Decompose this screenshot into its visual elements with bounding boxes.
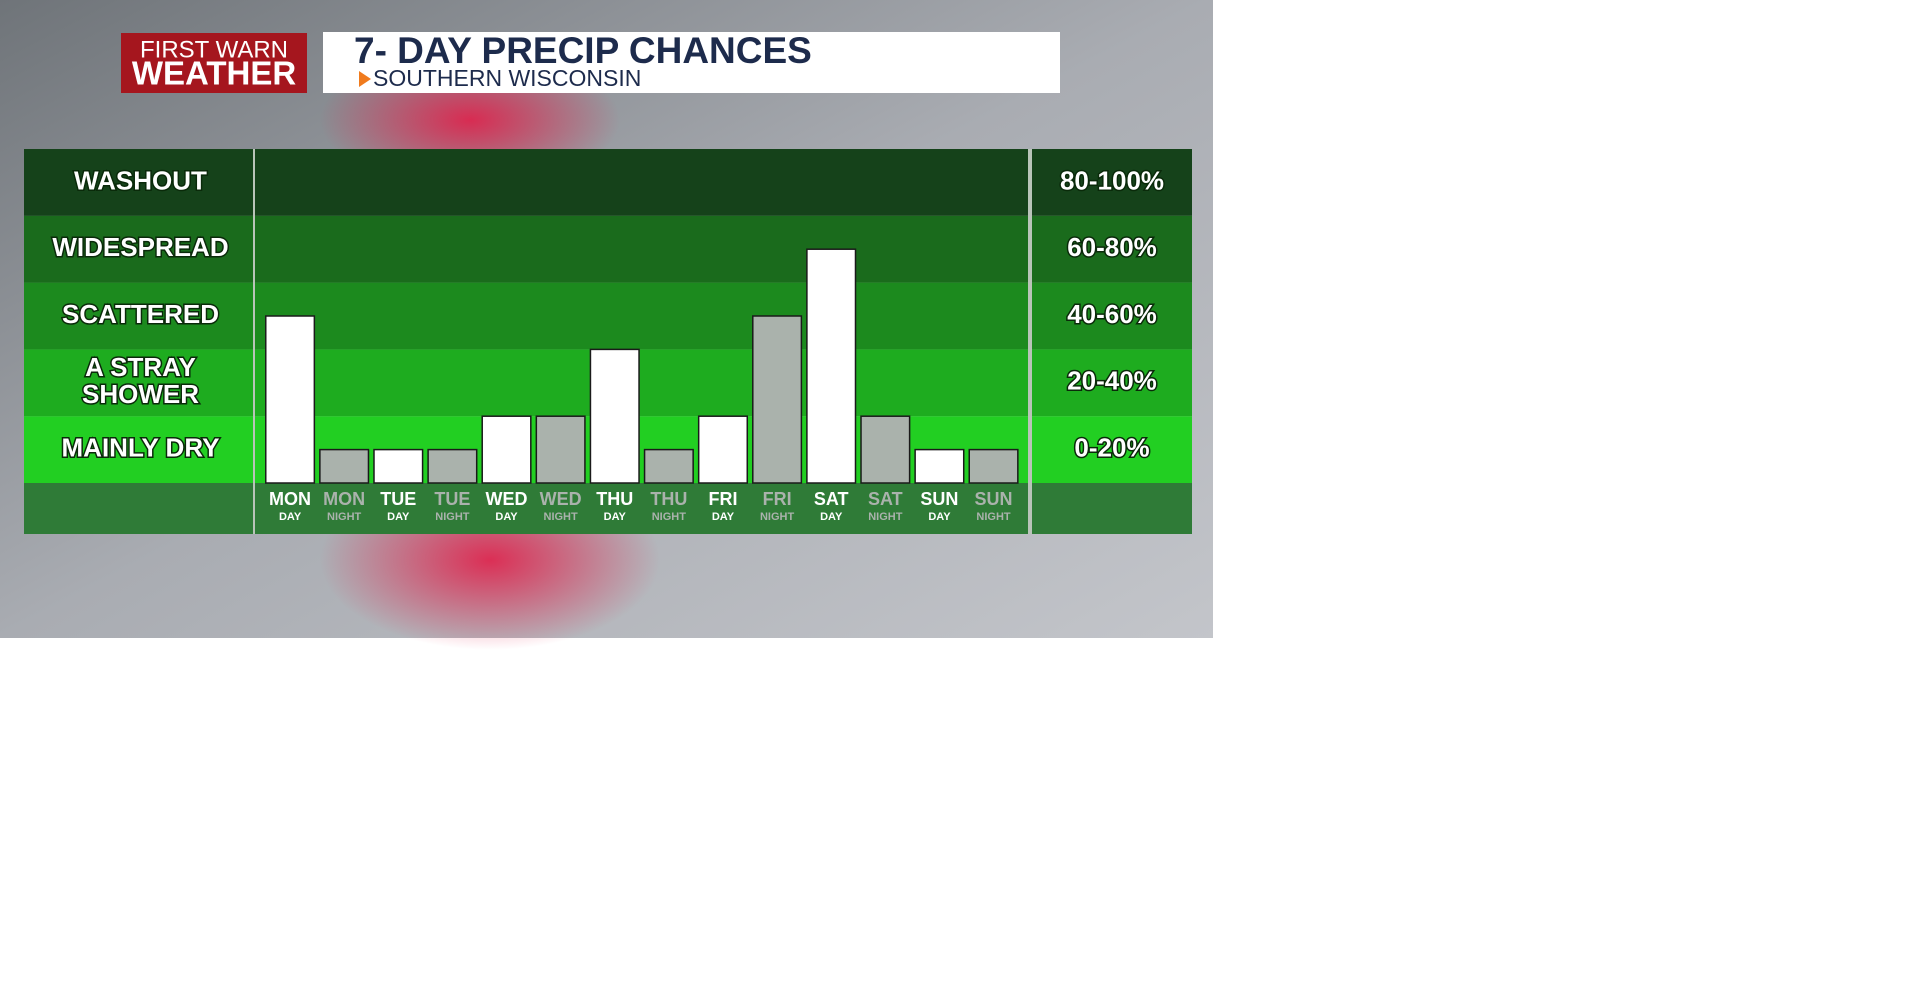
x-tick-label: THU [650,489,687,509]
divider [253,149,255,534]
x-tick-label: SUN [975,489,1013,509]
bar [373,448,424,484]
band [255,215,1028,283]
band-label-cell [24,416,253,483]
x-tick-label: MON [323,489,365,509]
x-tick-sublabel: DAY [495,511,518,523]
band-label: WIDESPREAD [52,232,228,262]
band-label: A STRAY [85,352,196,382]
bar [968,448,1019,484]
divider [1028,149,1032,534]
x-tick-sublabel: NIGHT [976,511,1011,523]
bar [806,248,857,484]
bar [481,415,532,484]
x-tick-label: SAT [868,489,903,509]
band-label: SHOWER [82,379,199,409]
x-tick-sublabel: DAY [712,511,735,523]
x-tick-sublabel: NIGHT [544,511,579,523]
band-range: 80-100% [1060,165,1164,195]
chart-subtitle: SOUTHERN WISCONSIN [373,65,641,91]
x-tick-label: FRI [763,489,792,509]
band-label-cell [24,215,253,283]
x-tick-sublabel: DAY [279,511,302,523]
band-range: 60-80% [1067,232,1157,262]
x-tick-sublabel: NIGHT [435,511,470,523]
bar [914,448,965,484]
bar [427,448,478,484]
band-range-cell [1032,416,1192,483]
x-tick-sublabel: NIGHT [327,511,362,523]
bar [643,448,694,484]
x-tick-sublabel: DAY [387,511,410,523]
x-tick-label: SAT [814,489,849,509]
x-tick-label: WED [540,489,582,509]
band-range: 40-60% [1067,299,1157,329]
band-range: 0-20% [1074,432,1149,462]
x-tick-label: WED [486,489,528,509]
band-label: SCATTERED [62,299,219,329]
bar [860,415,911,484]
band-range-cell [1032,215,1192,283]
x-tick-sublabel: DAY [820,511,843,523]
bar [589,348,640,484]
subtitle-arrow [359,71,371,87]
x-tick-sublabel: DAY [604,511,627,523]
x-tick-sublabel: NIGHT [760,511,795,523]
band-label-cell [24,282,253,350]
title-box [323,32,1060,93]
logo-text: WEATHER [132,55,297,92]
x-tick-label: THU [596,489,633,509]
band-label: MAINLY DRY [62,432,220,462]
x-tick-label: TUE [434,489,470,509]
logo [121,33,307,93]
bar [752,315,803,484]
band-range-cell [1032,349,1192,417]
chart: WASHOUT 80-100% WIDESPREAD 60-80% SCATTERED 4… [24,149,1192,534]
band-range-cell [1032,149,1192,216]
x-tick-sublabel: NIGHT [868,511,903,523]
band-label-cell [24,149,253,216]
bar [265,315,316,484]
x-tick-label: SUN [920,489,958,509]
bar [697,415,749,484]
band-label: WASHOUT [74,165,207,195]
band-range: 20-40% [1067,366,1157,396]
footer-row [24,483,1192,534]
bar [535,415,586,484]
bar [319,448,370,484]
logo-text: FIRST WARN [140,36,288,63]
band-range-cell [1032,282,1192,350]
x-tick-sublabel: DAY [928,511,951,523]
band [255,349,1028,417]
band [255,149,1028,216]
chart-title: 7- DAY PRECIP CHANCES [354,30,812,71]
band [255,282,1028,350]
x-tick-label: FRI [708,489,737,509]
x-tick-label: TUE [380,489,416,509]
x-tick-label: MON [269,489,311,509]
x-tick-sublabel: NIGHT [652,511,687,523]
band-label-cell [24,349,253,417]
band [255,416,1028,483]
